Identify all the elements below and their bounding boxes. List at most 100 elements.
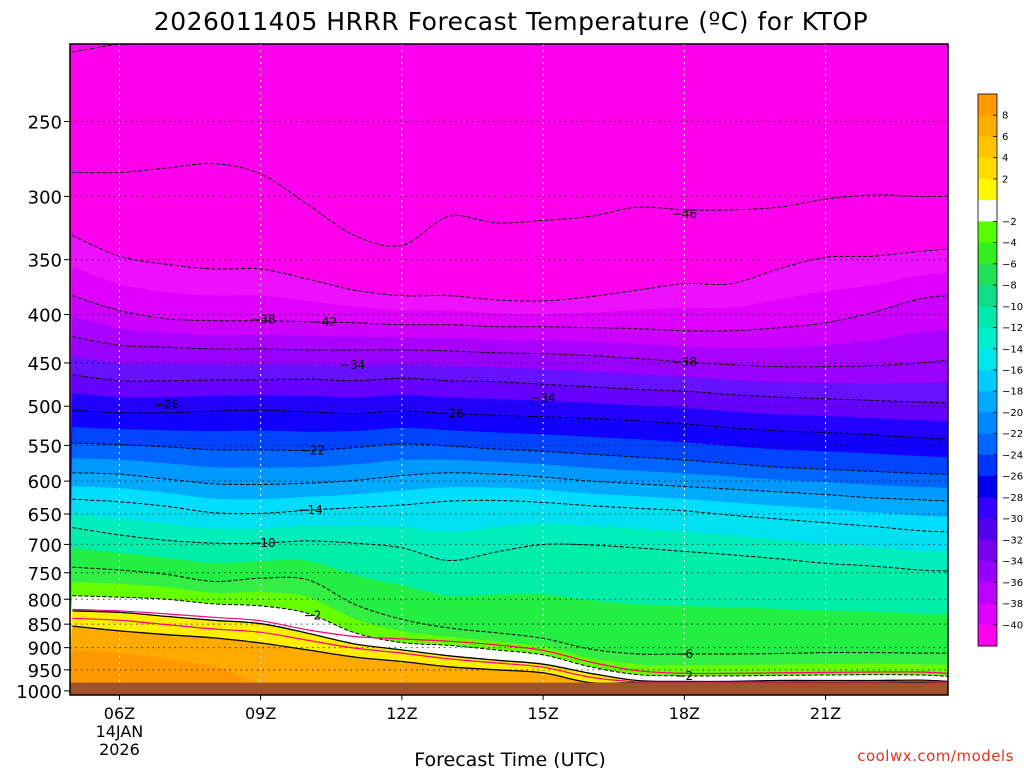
y-tick-label: 700 [28,535,62,556]
x-tick-date: 14JAN [96,722,144,741]
colorbar-label: −4 [1002,238,1017,249]
y-tick-label: 400 [28,306,62,327]
y-tick-label: 550 [28,436,62,457]
contour-label: −26 [154,398,179,412]
colorbar-swatch [978,136,997,159]
colorbar-swatch [978,370,997,392]
plot-frame [69,43,949,696]
isotherm-minus-6 [72,566,948,655]
y-tick-label: 250 [28,113,62,134]
contour-label: −10 [250,536,275,550]
y-tick-label: 850 [28,615,62,636]
colorbar-label: −10 [1002,302,1023,313]
colorbar-label: −2 [1002,217,1017,228]
x-tick-label: 15Z [527,704,558,723]
contour-label: −22 [300,443,325,457]
colorbar-swatch [978,115,997,137]
isotherm-minus-10 [72,527,948,572]
x-tick-year: 2026 [99,740,140,759]
contour-label: −38 [250,313,275,327]
colorbar-swatch [978,263,997,286]
colorbar-swatch [978,603,997,626]
colorbar-swatch [978,285,997,307]
colorbar-label: −34 [1002,557,1023,568]
y-tick-label: 750 [28,564,62,585]
isotherm-minus-34 [72,374,948,404]
y-tick-label: 350 [28,251,62,272]
colorbar-swatch [978,433,997,456]
contour-label: −38 [672,355,697,369]
isotherm-minus-22 [72,442,948,475]
contour-label: −14 [297,503,322,517]
colorbar: 8 6 4 2 −2 −4 −6 −8 −10 −12 −14 −16 −18 −20 −22 −24 −26 −… [977,93,1023,647]
y-tick-label: 600 [28,472,62,493]
chart-title: 2026011405 HRRR Forecast Temperature (ºC… [154,7,868,36]
contour-labels: −46 −42 −38 −38 −34 −34 −26 −26 −22 −14 −10 −6 −2 −2 [154,207,697,683]
colorbar-swatch [978,497,997,520]
x-tick-label: 12Z [386,704,417,723]
isotherm-minus-2 [72,595,948,677]
y-tick-label: 450 [28,354,62,375]
colorbar-swatch [978,624,997,647]
temperature-bands [70,235,948,695]
colorbar-label: −30 [1002,514,1023,525]
colorbar-label: −20 [1002,408,1023,419]
colorbar-label: −22 [1002,429,1023,440]
colorbar-swatch [978,561,997,583]
colorbar-swatch [978,348,997,371]
contour-label: −34 [340,358,365,372]
x-tick-label: 18Z [669,704,700,723]
isotherm-zero [72,608,948,675]
isotherm-minus-26 [72,409,948,440]
contour-label: −2 [304,608,322,622]
isotherm-2 [72,610,948,683]
colorbar-label: −26 [1002,472,1023,483]
colorbar-label: −28 [1002,493,1023,504]
contour-label: −42 [312,315,337,329]
x-tick-label: 06Z [104,704,135,723]
colorbar-swatch [978,157,997,180]
y-axis: 250 300 350 400 450 500 550 600 650 700 750 800 850 9… [16,113,70,703]
y-tick-label: 500 [28,397,62,418]
colorbar-swatch [978,242,997,265]
colorbar-swatch [978,200,997,222]
colorbar-label: −18 [1002,387,1023,398]
credit-text[interactable]: coolwx.com/models [857,747,1014,765]
y-tick-label: 300 [28,187,62,208]
colorbar-swatch [978,518,997,541]
colorbar-swatch [978,221,997,244]
ground-below-surface [70,682,948,695]
y-tick-label: 950 [28,661,62,682]
colorbar-label: −24 [1002,450,1023,461]
colorbar-swatch [978,412,997,435]
y-tick-label: 650 [28,505,62,526]
x-axis-label: Forecast Time (UTC) [414,749,605,768]
colorbar-swatch [978,178,997,201]
colorbar-label: −16 [1002,366,1023,377]
colorbar-label: 8 [1002,111,1008,122]
colorbar-swatch [978,539,997,562]
isotherm-zero [72,617,948,683]
isotherm-lines [72,44,948,684]
colorbar-label: −8 [1002,281,1017,292]
colorbar-swatch [978,476,997,498]
colorbar-swatch [978,94,997,116]
colorbar-label: −6 [1002,259,1017,270]
colorbar-label: 2 [1002,174,1008,185]
isotherm-minus-38 [72,336,948,368]
plot-area [70,44,948,695]
colorbar-swatch [978,454,997,477]
contour-label: −34 [530,391,555,405]
colorbar-label: −36 [1002,578,1023,589]
isotherm-minus-46 [72,235,948,302]
y-tick-label: 900 [28,639,62,660]
colorbar-label: −14 [1002,344,1023,355]
colorbar-label: −32 [1002,535,1023,546]
y-tick-label: 1000 [16,682,62,703]
colorbar-swatch [978,327,997,350]
colorbar-swatch [978,391,997,413]
colorbar-label: −40 [1002,620,1023,631]
colorbar-swatch [978,306,997,329]
